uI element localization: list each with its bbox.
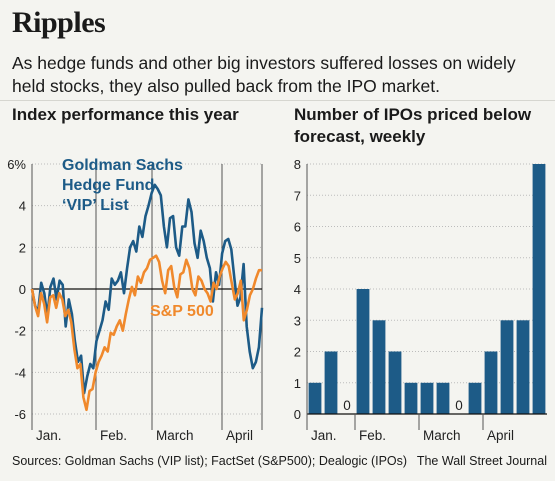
bar-chart: 0 1 2 3 4 5 6 7 8 0 0 Jan. Feb. March April (294, 157, 547, 443)
y-tick-label: 4 (19, 199, 26, 214)
x-month-label: March (156, 428, 194, 443)
bar (372, 320, 386, 415)
bar (388, 351, 402, 414)
vip-series-label: Goldman Sachs Hedge Fund ‘VIP’ List (62, 157, 183, 214)
bar (532, 164, 546, 414)
y-tick-label: 4 (294, 282, 301, 297)
page-subtitle: As hedge funds and other big investors s… (12, 53, 516, 96)
x-month-label: Jan. (36, 428, 62, 443)
y-tick-label: -2 (14, 324, 26, 339)
bar (404, 382, 418, 415)
divider (0, 100, 555, 101)
page-title: Ripples (12, 6, 106, 39)
y-tick-label: -6 (14, 407, 26, 422)
bar-zero-label: 0 (455, 398, 463, 413)
sources-note: Sources: Goldman Sachs (VIP list); FactS… (12, 454, 408, 468)
bar (356, 289, 370, 414)
x-month-label: April (226, 428, 253, 443)
y-tick-label: 7 (294, 188, 301, 203)
sp500-series-line (30, 254, 262, 412)
bar (420, 382, 434, 415)
publisher-credit: The Wall Street Journal (416, 454, 547, 468)
line-chart-title: Index performance this year (12, 105, 239, 124)
vip-series-label-line: ‘VIP’ List (62, 197, 129, 214)
bar-chart-title: Number of IPOs priced below forecast, we… (294, 105, 532, 146)
x-month-label: Feb. (100, 428, 127, 443)
y-tick-label: 6 (294, 220, 301, 235)
sp500-series-label: S&P 500 (150, 303, 214, 320)
x-month-label: April (487, 428, 514, 443)
bar (500, 320, 514, 415)
y-tick-label: 2 (19, 240, 26, 255)
line-chart: -6 -4 -2 0 2 4 6% Jan. Feb. March April Goldman Sac… (7, 157, 264, 443)
y-tick-label: -4 (14, 365, 26, 380)
bar-zero-label: 0 (343, 398, 351, 413)
x-month-label: Feb. (359, 428, 386, 443)
y-tick-label: 2 (294, 345, 301, 360)
y-tick-label: 6% (7, 157, 26, 172)
vip-series-label-line: Hedge Fund (62, 177, 154, 194)
vip-series-line (30, 183, 264, 395)
bar (516, 320, 530, 415)
vip-series-label-line: Goldman Sachs (62, 157, 183, 174)
bar (468, 382, 482, 415)
bar (308, 382, 322, 415)
bar (436, 382, 450, 415)
bar (484, 351, 498, 414)
x-month-label: Jan. (311, 428, 337, 443)
y-tick-label: 0 (294, 407, 301, 422)
y-tick-label: 0 (19, 282, 26, 297)
bar (324, 351, 338, 414)
y-tick-label: 5 (294, 251, 301, 266)
y-tick-label: 1 (294, 376, 301, 391)
x-month-label: March (423, 428, 461, 443)
y-tick-label: 8 (294, 157, 301, 172)
y-tick-label: 3 (294, 313, 301, 328)
